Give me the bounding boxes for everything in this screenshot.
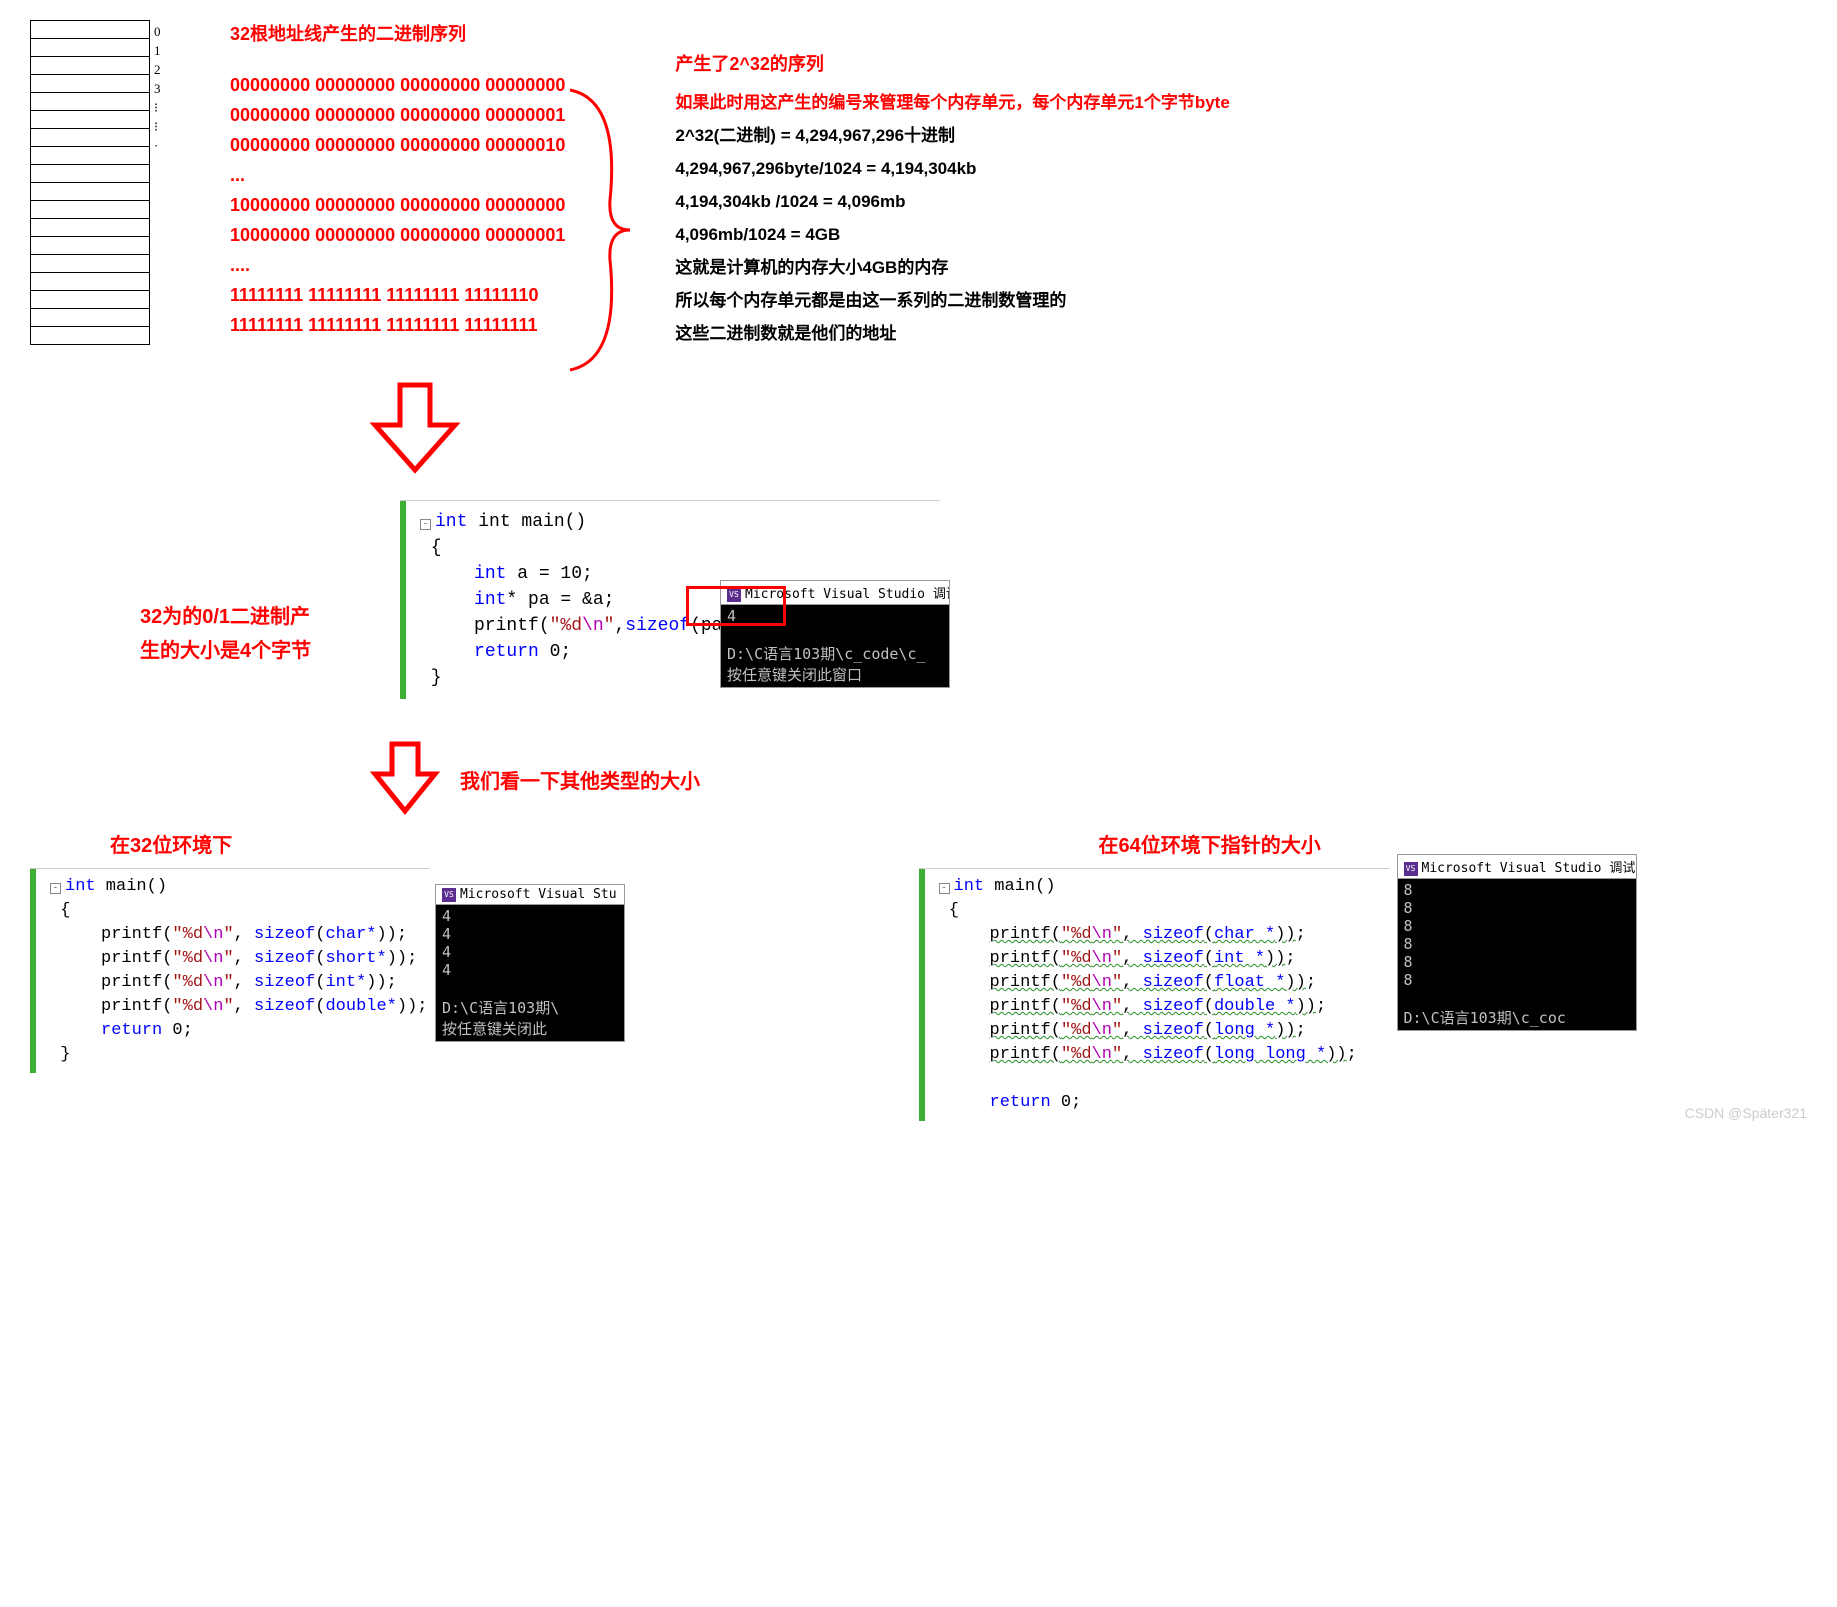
arrow-down-icon — [370, 380, 460, 480]
console-title: Microsoft Visual Stu — [460, 887, 617, 902]
explain-lines: 如果此时用这产生的编号来管理每个内存单元，每个内存单元1个字节byte2^32(… — [675, 86, 1229, 350]
console-titlebar: VS Microsoft Visual Studio 调试控 — [1398, 855, 1636, 879]
bottom-section: 在32位环境下 -int main() { printf("%d\n", siz… — [0, 819, 1837, 1131]
memory-grid: 0123⁝⁝· — [30, 20, 170, 350]
modified-bar — [30, 869, 36, 1073]
code-panel-64: -int main() { printf("%d\n", sizeof(char… — [919, 868, 1389, 1121]
modified-bar — [400, 501, 406, 699]
binary-title: 32根地址线产生的二进制序列 — [230, 20, 565, 46]
console-titlebar: VS Microsoft Visual Stu — [436, 885, 624, 905]
collapse-icon[interactable]: - — [939, 883, 950, 894]
seq-title: 产生了2^32的序列 — [675, 50, 1229, 76]
code-block-64: -int main() { printf("%d\n", sizeof(char… — [919, 869, 1389, 1121]
console-title: Microsoft Visual Studio 调试控 — [1422, 861, 1636, 876]
brace-icon — [560, 80, 640, 380]
code-block-32: -int main() { printf("%d\n", sizeof(char… — [30, 869, 430, 1073]
other-types-note: 我们看一下其他类型的大小 — [460, 765, 700, 794]
code-sig: int main() — [478, 512, 586, 532]
console-64: VS Microsoft Visual Studio 调试控 8 8 8 8 8 … — [1397, 854, 1637, 1031]
arrow2-row: 我们看一下其他类型的大小 — [370, 739, 1837, 819]
vs-icon: VS — [442, 888, 456, 902]
top-section: 0123⁝⁝· 32根地址线产生的二进制序列 00000000 00000000… — [0, 0, 1837, 370]
binary-block: 32根地址线产生的二进制序列 00000000 00000000 0000000… — [230, 20, 565, 350]
watermark: CSDN @Später321 — [1685, 1105, 1807, 1121]
memory-labels: 0123⁝⁝· — [154, 22, 161, 155]
explanation-block: 产生了2^32的序列 如果此时用这产生的编号来管理每个内存单元，每个内存单元1个… — [675, 20, 1229, 350]
memory-table — [30, 20, 150, 345]
console-body: 8 8 8 8 8 8 D:\C语言103期\c_coc — [1398, 879, 1636, 1030]
mid-left-note: 32为的0/1二进制产 生的大小是4个字节 — [140, 600, 360, 668]
console-out2: D:\C语言103期\c_code\c_ — [727, 645, 926, 663]
code-panel-32: -int main() { printf("%d\n", sizeof(char… — [30, 868, 430, 1073]
modified-bar — [919, 869, 925, 1121]
arrow-down-icon — [370, 739, 440, 819]
col-64bit: 在64位环境下指针的大小 -int main() { printf("%d\n"… — [919, 829, 1808, 1121]
collapse-icon[interactable]: - — [420, 519, 431, 530]
console-body: 4 4 4 4 D:\C语言103期\ 按任意键关闭此 — [436, 905, 624, 1041]
note-line1: 32为的0/1二进制产 — [140, 606, 310, 628]
console-32: VS Microsoft Visual Stu 4 4 4 4 D:\C语言103… — [435, 884, 625, 1042]
console-out3: 按任意键关闭此窗口 — [727, 666, 862, 684]
note-line2: 生的大小是4个字节 — [140, 640, 311, 662]
collapse-icon[interactable]: - — [50, 883, 61, 894]
mid-section: 32为的0/1二进制产 生的大小是4个字节 -int int main() { … — [0, 490, 1837, 709]
col-32bit: 在32位环境下 -int main() { printf("%d\n", siz… — [30, 829, 919, 1121]
env-label-32: 在32位环境下 — [110, 829, 919, 858]
highlight-box — [686, 586, 786, 626]
vs-icon: VS — [1404, 862, 1418, 876]
binary-lines: 00000000 00000000 00000000 0000000000000… — [230, 70, 565, 340]
